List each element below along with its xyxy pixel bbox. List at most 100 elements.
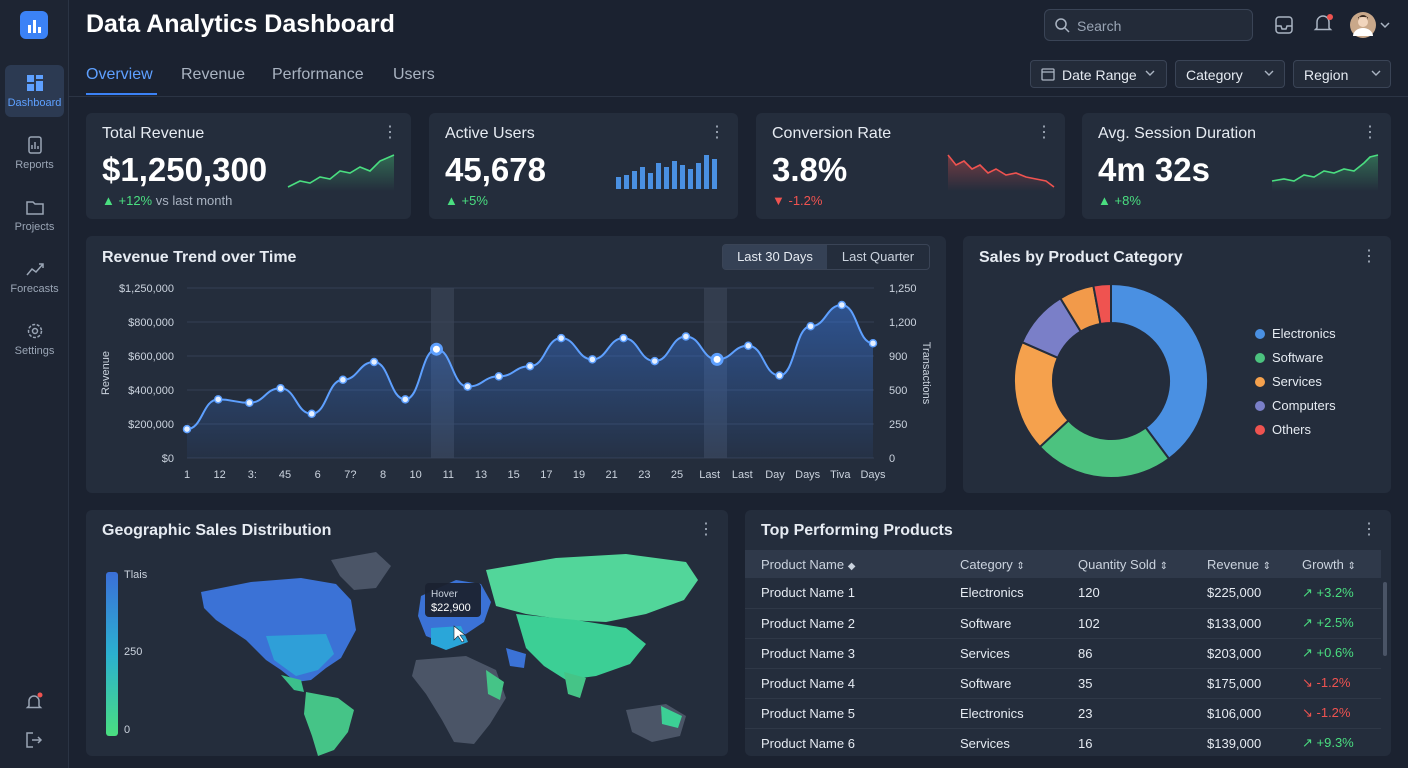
more-menu-icon[interactable]: ⋮ (382, 124, 398, 141)
avatar[interactable] (1349, 11, 1393, 39)
table-row[interactable]: Product Name 5 Electronics 23 $106,000 ↘ -1.… (745, 698, 1381, 729)
table-row[interactable]: Product Name 1 Electronics 120 $225,000 ↗ +3… (745, 578, 1381, 609)
sort-icon: ⇕ (1159, 560, 1169, 572)
column-header-revenue[interactable]: Revenue ⇕ (1191, 550, 1286, 578)
more-menu-icon[interactable]: ⋮ (1362, 124, 1378, 141)
inbox-icon[interactable] (1274, 15, 1294, 35)
date-range-dropdown[interactable]: Date Range (1030, 60, 1167, 88)
sidebar-item-reports[interactable]: Reports (5, 127, 64, 179)
y-tick-label: $600,000 (128, 351, 174, 363)
data-point[interactable] (710, 352, 724, 366)
trend-up-icon: ▲ (1098, 193, 1111, 208)
kpi-title: Total Revenue (102, 125, 205, 142)
geo-sales-card: Geographic Sales Distribution ⋮ Tlais 25… (86, 510, 728, 756)
region-south-america[interactable] (304, 692, 354, 756)
last-30-days-button[interactable]: Last 30 Days (723, 245, 827, 269)
column-header-quantity-sold[interactable]: Quantity Sold ⇕ (1062, 550, 1191, 578)
revenue-cell: $175,000 (1191, 668, 1286, 699)
table-row[interactable]: Product Name 3 Services 86 $203,000 ↗ +0.6% (745, 638, 1381, 669)
column-header-category[interactable]: Category ⇕ (944, 550, 1062, 578)
x-tick-label: Day (765, 469, 785, 481)
column-header-product-name[interactable]: Product Name ◆ (745, 550, 944, 578)
sidebar-item-projects[interactable]: Projects (5, 189, 64, 241)
scrollbar[interactable] (1383, 582, 1387, 656)
data-point[interactable] (463, 382, 472, 391)
notification-bell-icon[interactable] (24, 692, 44, 712)
category-dropdown[interactable]: Category (1175, 60, 1285, 88)
donut-slice[interactable] (1092, 282, 1112, 326)
data-point[interactable] (806, 322, 815, 331)
more-menu-icon[interactable]: ⋮ (698, 521, 714, 538)
x-tick-label: 1 (184, 469, 190, 481)
region-central-america[interactable] (281, 675, 304, 692)
sort-icon: ⇕ (1016, 560, 1025, 572)
tab-performance[interactable]: Performance (272, 66, 364, 83)
data-point[interactable] (182, 424, 192, 434)
region-label: Region (1304, 67, 1349, 83)
region-east-australia[interactable] (661, 706, 682, 728)
data-point[interactable] (556, 333, 566, 343)
more-menu-icon[interactable]: ⋮ (709, 124, 725, 141)
data-point[interactable] (307, 409, 316, 419)
scale-label: Tlais (124, 569, 148, 581)
data-point[interactable] (525, 361, 535, 371)
search-icon (1055, 18, 1070, 33)
data-point[interactable] (213, 395, 223, 404)
tab-users[interactable]: Users (393, 66, 435, 83)
region-usa[interactable] (266, 634, 334, 676)
donut-slice[interactable] (1110, 282, 1209, 461)
sparkline-chart (1271, 154, 1379, 191)
region-central-europe[interactable] (431, 626, 468, 650)
logout-icon[interactable] (24, 730, 44, 750)
region-greenland[interactable] (331, 552, 391, 590)
table-row[interactable]: Product Name 4 Software 35 $175,000 ↘ -1.2% (745, 668, 1381, 699)
tooltip-value: $22,900 (431, 602, 471, 614)
category-cell: Services (944, 728, 1062, 756)
column-header-growth[interactable]: Growth ⇕ (1286, 550, 1381, 578)
region-africa[interactable] (412, 656, 506, 744)
sidebar-item-settings[interactable]: Settings (5, 313, 64, 365)
app-logo[interactable] (20, 11, 48, 39)
data-point[interactable] (619, 333, 628, 343)
more-menu-icon[interactable]: ⋮ (1361, 521, 1377, 538)
data-point[interactable] (276, 384, 285, 393)
data-point[interactable] (494, 372, 504, 381)
more-menu-icon[interactable]: ⋮ (1036, 124, 1052, 141)
tab-revenue[interactable]: Revenue (181, 66, 246, 83)
trend-up-icon: ▲ (445, 193, 458, 208)
more-menu-icon[interactable]: ⋮ (1361, 248, 1377, 265)
region-east-africa[interactable] (486, 670, 504, 700)
sidebar-item-dashboard[interactable]: Dashboard (5, 65, 64, 117)
notification-bell-icon[interactable] (1312, 13, 1334, 35)
region-north-america[interactable] (201, 578, 356, 682)
last-quarter-button[interactable]: Last Quarter (841, 249, 915, 264)
region-middle-east[interactable] (506, 648, 526, 668)
data-point[interactable] (681, 332, 691, 341)
region-south-asia[interactable] (564, 672, 586, 698)
y-axis-title: Revenue (100, 351, 112, 395)
data-point[interactable] (775, 371, 784, 380)
sidebar: Dashboard Reports Projects Forecasts Set… (0, 0, 69, 768)
region-dropdown[interactable]: Region (1293, 60, 1391, 88)
search-input[interactable]: Search (1044, 9, 1253, 41)
table-row[interactable]: Product Name 2 Software 102 $133,000 ↗ +2.5% (745, 608, 1381, 639)
legend-item: Others (1255, 422, 1311, 437)
table-row[interactable]: Product Name 6 Services 16 $139,000 ↗ +9.3% (745, 728, 1381, 756)
active-tab-indicator (86, 93, 157, 95)
chevron-down-icon (1145, 70, 1155, 76)
data-point[interactable] (401, 395, 410, 404)
region-asia[interactable] (516, 614, 646, 680)
sidebar-item-forecasts[interactable]: Forecasts (5, 251, 64, 303)
data-point[interactable] (588, 355, 597, 364)
growth-value: +3.2% (1316, 584, 1354, 600)
data-point[interactable] (245, 398, 254, 407)
region-russia[interactable] (486, 554, 698, 622)
data-point[interactable] (338, 375, 348, 385)
tab-overview[interactable]: Overview (86, 66, 153, 83)
data-point[interactable] (369, 357, 379, 367)
data-point[interactable] (868, 339, 878, 348)
data-point[interactable] (744, 341, 753, 351)
data-point[interactable] (650, 356, 659, 366)
data-point[interactable] (837, 300, 847, 310)
data-point[interactable] (429, 342, 443, 356)
